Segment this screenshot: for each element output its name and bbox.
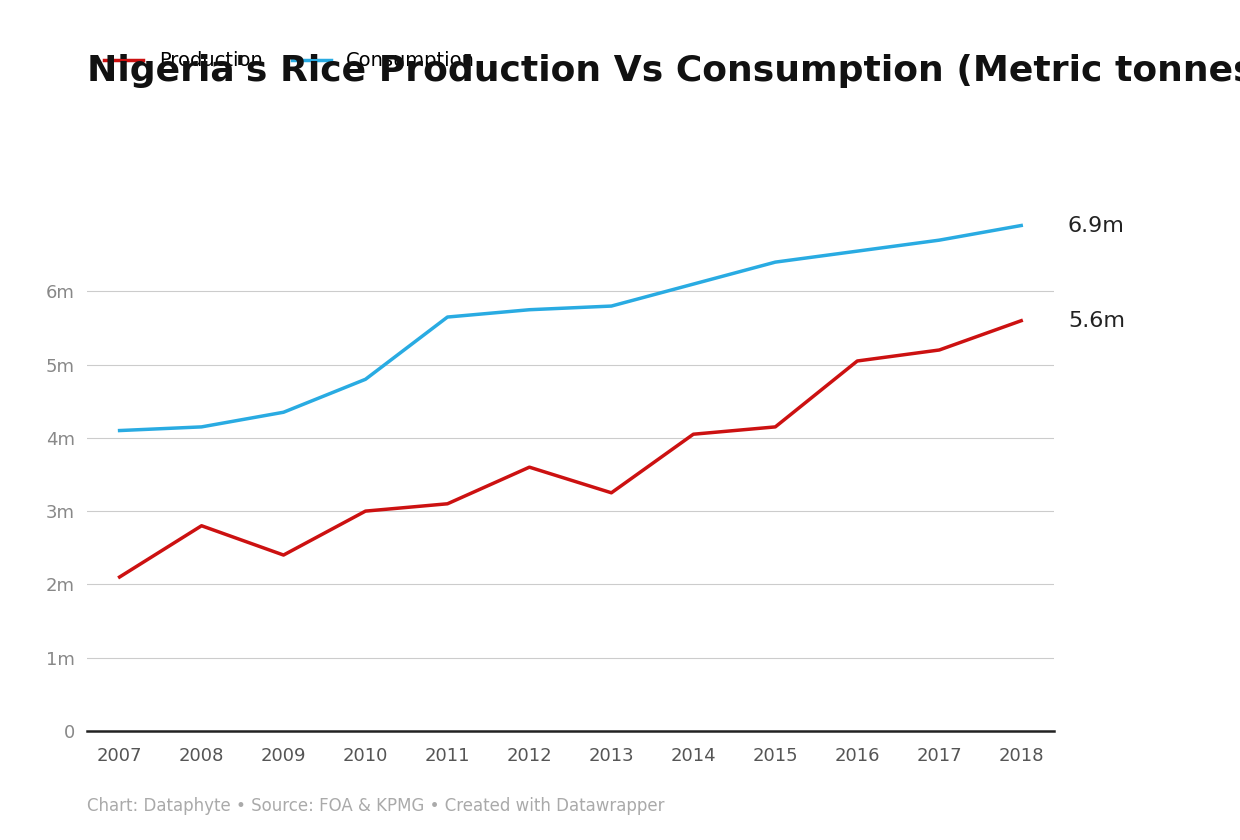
Text: Nigeria's Rice Production Vs Consumption (Metric tonnes): Nigeria's Rice Production Vs Consumption… — [87, 55, 1240, 88]
Text: 6.9m: 6.9m — [1068, 216, 1125, 235]
Text: Chart: Dataphyte • Source: FOA & KPMG • Created with Datawrapper: Chart: Dataphyte • Source: FOA & KPMG • … — [87, 797, 665, 815]
Legend: Production, Consumption: Production, Consumption — [97, 44, 482, 78]
Text: 5.6m: 5.6m — [1068, 311, 1125, 331]
